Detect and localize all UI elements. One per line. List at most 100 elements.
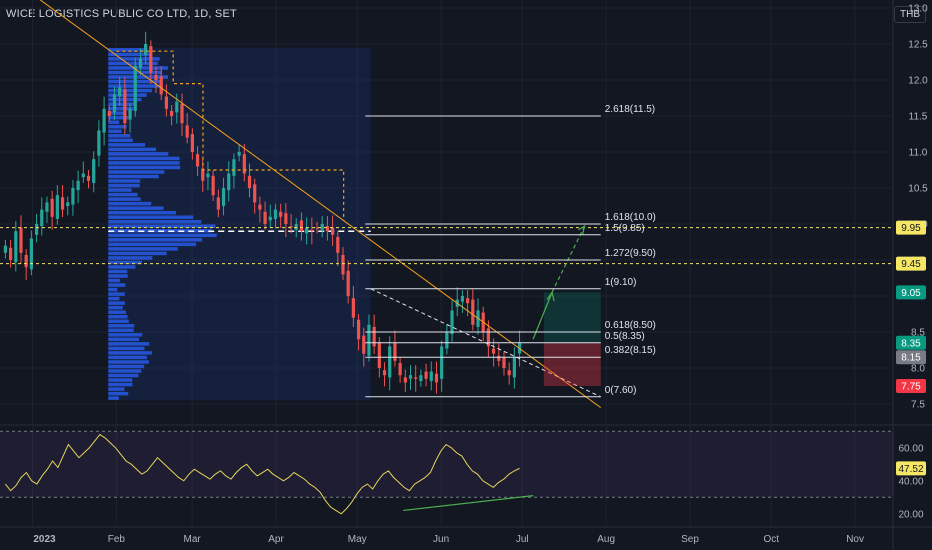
candle-body — [45, 202, 49, 212]
volume-profile-bar — [108, 192, 138, 197]
candle-body — [3, 245, 8, 253]
candle-body — [34, 224, 39, 235]
volume-profile-bar — [108, 174, 159, 179]
candle-body — [221, 188, 226, 206]
candle-body — [112, 94, 117, 113]
volume-profile-bar — [108, 215, 194, 219]
volume-profile-bar — [108, 111, 125, 115]
candle-body — [180, 103, 184, 124]
fib-level-label: 0.5(8.35) — [605, 331, 645, 342]
candle-body — [29, 238, 33, 270]
candle-body — [8, 247, 13, 260]
candle-body — [419, 375, 423, 381]
volume-profile-bar — [108, 296, 120, 301]
volume-profile-bar — [108, 292, 125, 296]
rsi-value-label: 47.52 — [898, 464, 923, 475]
rsi-line — [5, 433, 520, 515]
fib-level-label: 1.5(9.85) — [605, 223, 645, 234]
candle-body — [471, 299, 475, 325]
volume-profile — [108, 47, 371, 401]
candle-body — [60, 197, 65, 210]
price-tick-label: 8.0 — [911, 364, 925, 375]
candle-body — [460, 296, 465, 302]
volume-profile-bar — [108, 120, 120, 124]
time-tick-label: Aug — [597, 534, 615, 545]
volume-profile-bar — [108, 378, 133, 382]
price-tick-label: 13.0 — [908, 4, 928, 15]
candle-body — [247, 175, 252, 188]
candle-body — [336, 236, 340, 253]
fib-level-label: 1.272(9.50) — [605, 248, 656, 259]
volume-profile-bar — [108, 314, 128, 319]
candle-body — [424, 371, 428, 379]
volume-profile-bar — [108, 115, 129, 120]
volume-profile-bar — [108, 319, 129, 324]
fibonacci-levels: 2.618(11.5) 1.618(10.0)1.5(9.85) 1.272(9.5… — [365, 104, 656, 398]
volume-profile-bar — [108, 351, 152, 355]
candle-body — [346, 270, 350, 296]
candle-body — [128, 108, 132, 120]
candle-body — [211, 175, 215, 196]
volume-profile-bar — [108, 134, 131, 138]
volume-profile-bar — [108, 369, 142, 373]
volume-profile-bar — [108, 197, 141, 201]
price-tick-label: 11.0 — [909, 148, 928, 159]
volume-profile-bar — [108, 66, 168, 70]
volume-profile-bar — [108, 274, 128, 278]
volume-profile-bar — [108, 328, 134, 333]
candle-body — [216, 197, 220, 210]
candle-body — [227, 173, 231, 191]
candle-body — [102, 108, 106, 133]
volume-profile-bar — [108, 373, 139, 378]
candle-body — [408, 375, 413, 379]
candle-body — [367, 324, 371, 356]
fib-level-label: 0.382(8.15) — [605, 345, 656, 356]
price-badge-label: 9.45 — [901, 259, 921, 270]
volume-profile-bar — [108, 305, 123, 310]
target-zone — [543, 292, 601, 343]
candle-body — [294, 224, 298, 230]
rsi-value-badge — [896, 461, 926, 476]
candles — [3, 31, 522, 394]
candle-body — [491, 348, 496, 354]
volume-profile-bar — [108, 57, 160, 61]
candle-body — [351, 298, 355, 318]
rsi-band-fill — [0, 431, 893, 498]
candle-body — [50, 198, 54, 217]
candle-body — [330, 227, 335, 235]
stop-zone — [543, 342, 601, 386]
price-tick-label: 12.0 — [908, 76, 928, 87]
volume-profile-bar — [108, 242, 197, 247]
volume-profile-bar — [108, 396, 119, 400]
candle-body — [284, 213, 288, 224]
candle-body — [315, 227, 319, 229]
candle-body — [388, 346, 392, 378]
fib-level-label: 0(7.60) — [605, 385, 637, 396]
volume-profile-bar — [108, 260, 143, 265]
volume-profile-bar — [108, 342, 150, 346]
volume-profile-bar — [108, 310, 126, 314]
volume-profile-bar — [108, 156, 180, 161]
fib-level-label: 1(9.10) — [605, 277, 637, 288]
candle-body — [305, 227, 309, 234]
volume-profile-bar — [108, 52, 150, 57]
volume-profile-bar — [108, 206, 164, 210]
candle-body — [486, 328, 491, 347]
candle-body — [507, 370, 511, 376]
volume-profile-bar — [108, 88, 152, 93]
price-badge-label: 9.95 — [901, 223, 921, 234]
volume-profile-bar — [108, 364, 145, 369]
candle-body — [372, 326, 376, 347]
candle-body — [71, 188, 75, 205]
candle-body — [195, 154, 200, 167]
candle-body — [320, 224, 324, 230]
volume-profile-bar — [108, 147, 157, 152]
candle-body — [273, 209, 278, 219]
projection-arrowhead — [578, 224, 586, 235]
candle-body — [440, 346, 444, 379]
candle-body — [398, 362, 402, 376]
candle-body — [341, 254, 345, 275]
currency-button[interactable]: THB — [894, 6, 926, 23]
volume-profile-bar — [108, 360, 149, 364]
